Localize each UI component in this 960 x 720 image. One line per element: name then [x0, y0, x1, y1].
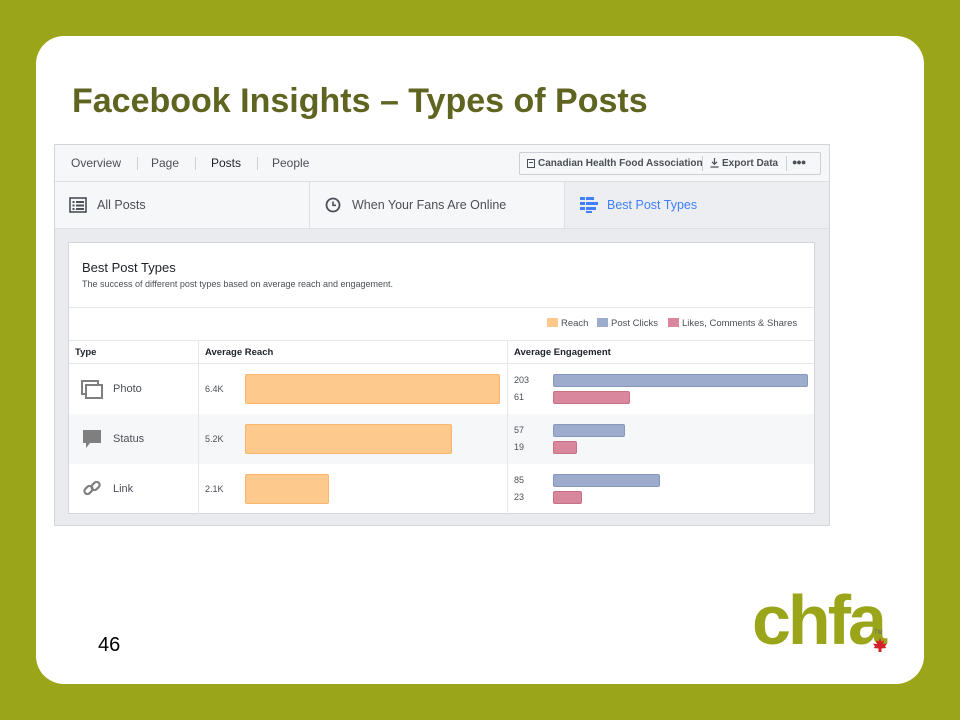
page-selector-button[interactable]: Canadian Health Food Association	[538, 158, 703, 169]
table-row: Link 2.1K 85 23	[69, 464, 814, 514]
nav-separator	[195, 157, 196, 170]
tab-label: All Posts	[97, 198, 146, 212]
page-icon	[527, 159, 535, 168]
post-clicks-value: 85	[514, 475, 525, 485]
card-subtitle: The success of different post types base…	[82, 279, 394, 289]
nav-posts[interactable]: Posts	[211, 156, 242, 170]
card-title: Best Post Types	[82, 260, 176, 275]
column-header-average-reach: Average Reach	[205, 347, 274, 358]
likes-value: 61	[514, 392, 525, 402]
legend-swatch	[547, 318, 558, 327]
legend-swatch	[668, 318, 679, 327]
insights-screenshot: Overview Page Posts People Canadian Heal…	[54, 144, 830, 526]
slide-title: Facebook Insights – Types of Posts	[72, 82, 648, 120]
more-options-button[interactable]: ●●●	[792, 157, 806, 167]
divider	[69, 307, 814, 308]
photo-icon	[81, 378, 103, 400]
tab-separator	[309, 182, 310, 228]
column-header-average-engagement: Average Engagement	[514, 347, 611, 358]
nav-overview[interactable]: Overview	[71, 156, 122, 170]
legend-post-clicks: Post Clicks	[597, 318, 658, 329]
post-clicks-value: 57	[514, 425, 525, 435]
page-number: 46	[98, 634, 121, 656]
likes-bar	[553, 441, 577, 454]
tab-label: Best Post Types	[607, 198, 698, 212]
post-clicks-bar	[553, 474, 660, 487]
divider	[69, 340, 814, 341]
clock-icon	[325, 197, 341, 213]
reach-bar	[245, 424, 452, 454]
post-type-label: Link	[113, 483, 134, 495]
nav-separator	[137, 157, 138, 170]
button-divider	[702, 156, 703, 171]
nav-separator	[257, 157, 258, 170]
status-icon	[81, 428, 103, 450]
page-actions: Canadian Health Food Association Export …	[519, 152, 821, 175]
tab-when-fans-online[interactable]: When Your Fans Are Online	[310, 182, 564, 228]
tab-separator	[564, 182, 565, 228]
chfa-logo: chfa	[752, 581, 887, 659]
nav-people[interactable]: People	[272, 156, 310, 170]
column-separator	[198, 341, 199, 514]
column-header-type: Type	[75, 347, 97, 358]
trademark-mark: TM	[874, 630, 883, 636]
post-type-label: Photo	[113, 383, 142, 395]
reach-bar	[245, 374, 500, 404]
link-icon	[81, 478, 103, 500]
likes-bar	[553, 491, 582, 504]
post-clicks-bar	[553, 424, 625, 437]
post-types-icon	[580, 197, 598, 213]
likes-bar	[553, 391, 630, 404]
table-row: Status 5.2K 57 19	[69, 414, 814, 464]
reach-bar	[245, 474, 329, 504]
legend-reach: Reach	[547, 318, 588, 329]
post-clicks-value: 203	[514, 375, 530, 385]
legend-likes: Likes, Comments & Shares	[668, 318, 797, 329]
legend-swatch	[597, 318, 608, 327]
insights-top-nav: Overview Page Posts People Canadian Heal…	[55, 145, 829, 182]
likes-value: 23	[514, 492, 525, 502]
best-post-types-card: Best Post Types The success of different…	[68, 242, 815, 514]
column-separator	[507, 341, 508, 514]
button-divider	[786, 156, 787, 171]
divider	[69, 363, 814, 364]
tab-label: When Your Fans Are Online	[352, 198, 507, 212]
nav-page[interactable]: Page	[151, 156, 180, 170]
reach-value: 2.1K	[205, 484, 224, 494]
download-icon	[710, 158, 719, 168]
tab-best-post-types[interactable]: Best Post Types	[565, 182, 829, 228]
reach-value: 5.2K	[205, 434, 224, 444]
list-icon	[69, 197, 87, 213]
insights-sub-tabs: All Posts When Your Fans Are Online Best…	[55, 182, 829, 229]
maple-leaf-icon	[873, 638, 887, 652]
post-type-label: Status	[113, 433, 145, 445]
reach-value: 6.4K	[205, 384, 224, 394]
table-row: Photo 6.4K 203 61	[69, 364, 814, 414]
export-data-button[interactable]: Export Data	[722, 158, 779, 169]
likes-value: 19	[514, 442, 525, 452]
post-clicks-bar	[553, 374, 808, 387]
tab-all-posts[interactable]: All Posts	[55, 182, 309, 228]
